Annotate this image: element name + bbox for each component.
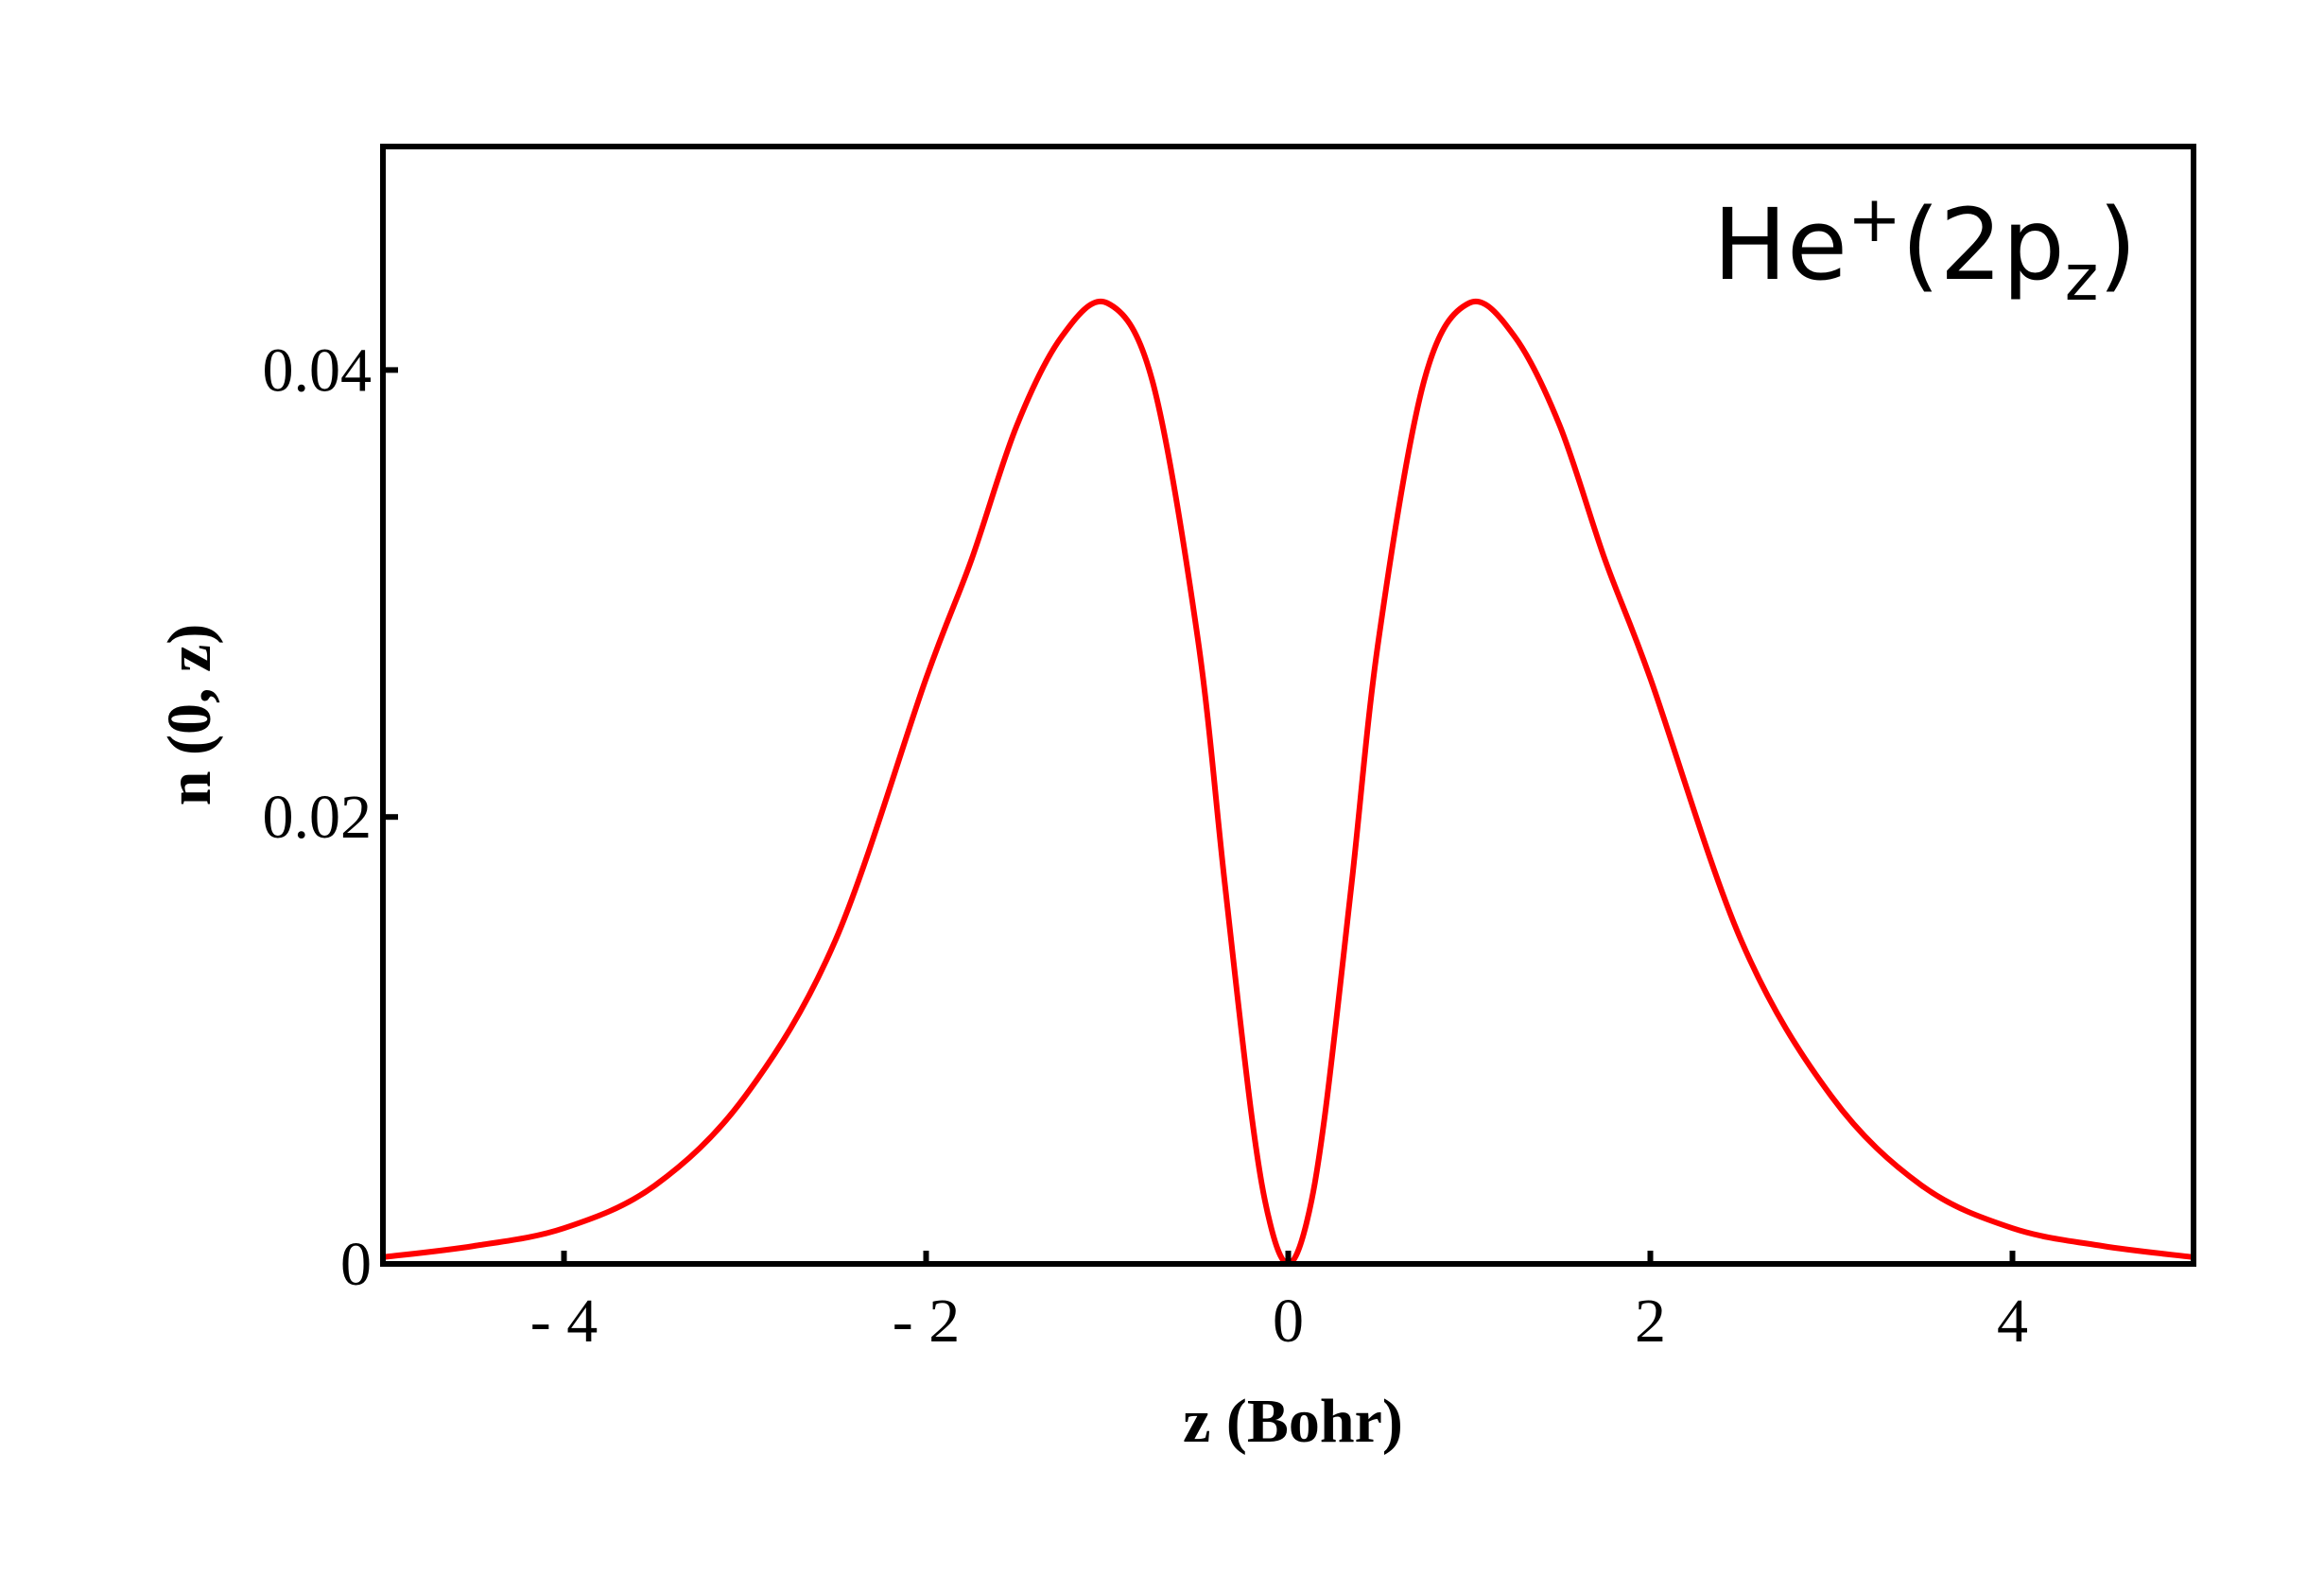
x-tick-label: - 2 xyxy=(893,1287,960,1356)
y-tick-label: 0.04 xyxy=(263,336,373,405)
annotation-close: ) xyxy=(2098,187,2137,303)
x-tick-label: 0 xyxy=(1273,1287,1304,1356)
annotation-open: (2p xyxy=(1901,187,2065,303)
x-tick-label: 4 xyxy=(1997,1287,2028,1356)
plot-frame xyxy=(380,144,2196,1267)
density-curve-series-0 xyxy=(382,298,2194,1267)
annotation-subscript: z xyxy=(2065,241,2099,316)
annotation-superscript: + xyxy=(1847,182,1901,257)
x-axis-label: z (Bohr) xyxy=(1183,1387,1403,1456)
y-tick-label: 0 xyxy=(340,1230,372,1299)
y-tick-label: 0.02 xyxy=(263,783,373,852)
y-axis-label: n (0, z) xyxy=(155,624,224,805)
ticks-layer: - 4 - 2 0 2 4 0 0.02 0.04 xyxy=(263,336,2029,1356)
x-tick-label: 2 xyxy=(1635,1287,1666,1356)
x-tick-label: - 4 xyxy=(530,1287,598,1356)
species-annotation: He+(2pz) xyxy=(1713,182,2137,316)
annotation-base: He xyxy=(1713,187,1847,303)
curve-layer xyxy=(382,298,2194,1267)
